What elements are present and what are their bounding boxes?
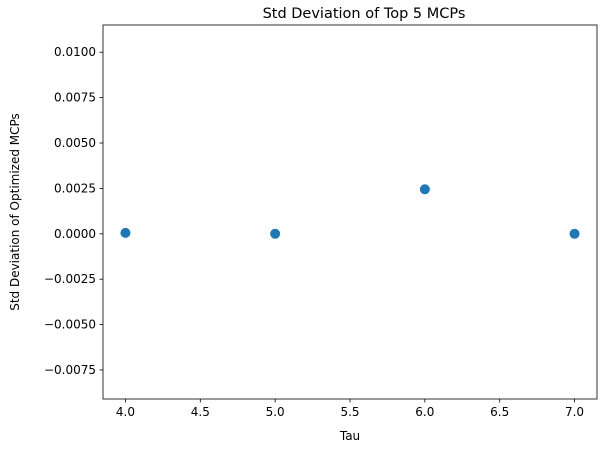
data-point xyxy=(419,184,430,195)
y-tick-label: 0.0050 xyxy=(54,136,96,150)
plot-frame xyxy=(102,24,598,400)
data-point xyxy=(120,227,131,238)
x-tick-label: 4.0 xyxy=(116,405,135,419)
x-tick-label: 6.0 xyxy=(415,405,434,419)
y-axis: −0.0075 −0.0050 −0.0025 0.0000 0.0025 0.0050 0… xyxy=(44,45,103,377)
chart-title: Std Deviation of Top 5 MCPs xyxy=(263,6,466,22)
y-tick-label: 0.0075 xyxy=(54,91,96,105)
x-tick-label: 5.5 xyxy=(340,405,359,419)
x-tick-label: 4.5 xyxy=(191,405,210,419)
y-tick-label: 0.0100 xyxy=(54,45,96,59)
data-points xyxy=(120,184,580,239)
x-axis-label: Tau xyxy=(339,429,360,443)
y-tick-label: −0.0050 xyxy=(44,318,96,332)
x-tick-label: 7.0 xyxy=(565,405,584,419)
data-point xyxy=(270,228,281,239)
y-tick-label: −0.0075 xyxy=(44,363,96,377)
y-axis-label: Std Deviation of Optimized MCPs xyxy=(8,113,22,311)
y-tick-label: 0.0025 xyxy=(54,181,96,195)
x-tick-label: 5.0 xyxy=(266,405,285,419)
x-axis: 4.0 4.5 5.0 5.5 6.0 6.5 7.0 xyxy=(116,399,584,419)
y-tick-label: 0.0000 xyxy=(54,227,96,241)
x-tick-label: 6.5 xyxy=(490,405,509,419)
y-tick-label: −0.0025 xyxy=(44,272,96,286)
data-point xyxy=(569,228,580,239)
